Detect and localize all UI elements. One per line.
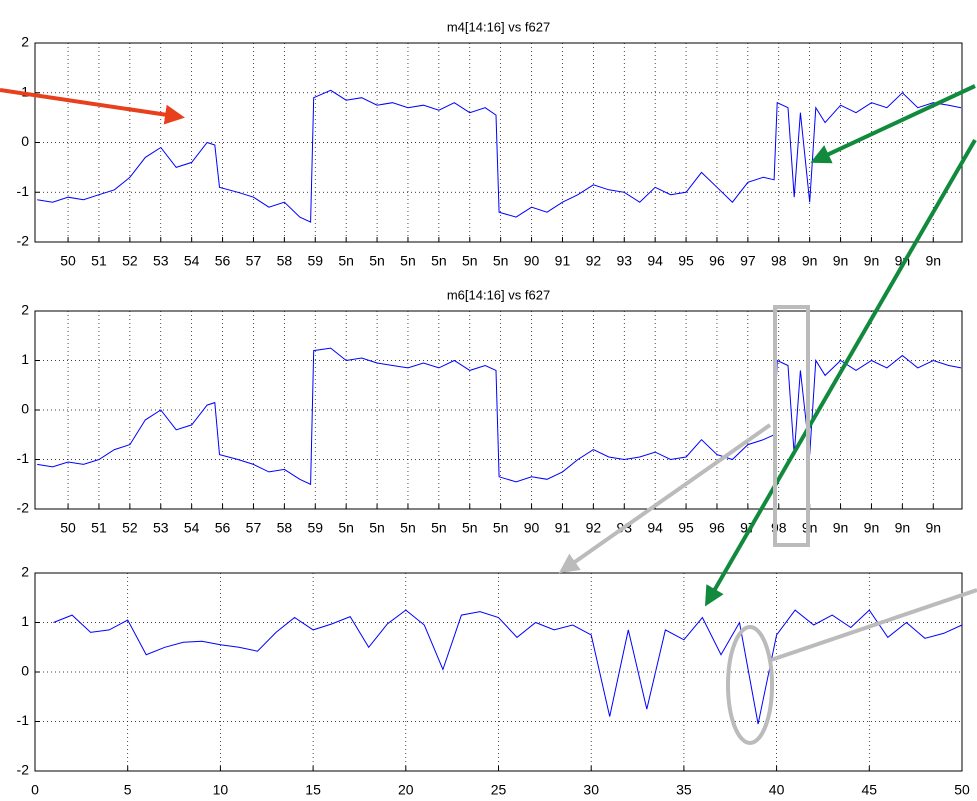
- x-tick-label: 25: [491, 782, 507, 798]
- y-tick-label: 0: [21, 401, 29, 417]
- x-tick-label: 9n: [925, 253, 941, 269]
- x-tick-label: 53: [153, 520, 169, 536]
- x-tick-label: 45: [862, 782, 878, 798]
- x-tick-label: 95: [678, 253, 694, 269]
- y-tick-label: -1: [17, 712, 30, 728]
- x-tick-label: 53: [153, 253, 169, 269]
- x-tick-label: 5n: [493, 520, 509, 536]
- x-tick-label: 96: [709, 253, 725, 269]
- x-tick-label: 35: [676, 782, 692, 798]
- x-tick-label: 5: [124, 782, 132, 798]
- x-tick-label: 58: [277, 253, 293, 269]
- x-tick-label: 5n: [431, 253, 447, 269]
- x-tick-label: 52: [122, 520, 138, 536]
- x-tick-label: 50: [60, 520, 76, 536]
- y-tick-label: 1: [21, 613, 29, 629]
- y-tick-label: 0: [21, 663, 29, 679]
- x-tick-label: 96: [709, 520, 725, 536]
- x-tick-label: 59: [307, 253, 323, 269]
- x-tick-label: 54: [184, 253, 200, 269]
- green-arrow: [704, 138, 977, 607]
- x-tick-label: 50: [954, 782, 970, 798]
- x-tick-label: 50: [60, 253, 76, 269]
- y-tick-label: -2: [17, 762, 30, 778]
- data-line: [37, 347, 962, 486]
- x-tick-label: 5n: [431, 520, 447, 536]
- x-tick-label: 5n: [369, 520, 385, 536]
- x-tick-label: 5n: [338, 253, 354, 269]
- data-line: [37, 89, 962, 223]
- x-tick-label: 20: [398, 782, 414, 798]
- y-tick-label: -1: [17, 183, 30, 199]
- y-tick-label: 2: [21, 564, 29, 580]
- x-tick-label: 10: [213, 782, 229, 798]
- x-tick-label: 92: [586, 253, 602, 269]
- x-tick-label: 57: [246, 253, 262, 269]
- x-tick-label: 52: [122, 253, 138, 269]
- x-tick-label: 57: [246, 520, 262, 536]
- x-tick-label: 5n: [462, 520, 478, 536]
- green-arrow: [810, 84, 976, 164]
- x-tick-label: 5n: [400, 520, 416, 536]
- x-tick-label: 94: [647, 253, 663, 269]
- chart-title: m6[14:16] vs f627: [447, 287, 550, 302]
- x-tick-label: 5n: [369, 253, 385, 269]
- x-tick-label: 97: [740, 253, 756, 269]
- gray-arrow: [558, 423, 772, 574]
- x-tick-label: 9n: [895, 520, 911, 536]
- red-arrow: [0, 88, 185, 125]
- gray-line: [770, 588, 977, 662]
- x-tick-label: 5n: [338, 520, 354, 536]
- x-tick-label: 59: [307, 520, 323, 536]
- x-tick-label: 30: [583, 782, 599, 798]
- highlight-ellipse: [726, 625, 774, 745]
- plot-frame: [34, 42, 963, 243]
- x-tick-label: 9n: [833, 520, 849, 536]
- x-tick-label: 9n: [864, 520, 880, 536]
- x-tick-label: 15: [305, 782, 321, 798]
- x-tick-label: 51: [91, 253, 107, 269]
- x-tick-label: 40: [769, 782, 785, 798]
- x-tick-label: 56: [215, 253, 231, 269]
- x-tick-label: 5n: [400, 253, 416, 269]
- x-tick-label: 5n: [493, 253, 509, 269]
- x-tick-label: 9n: [833, 253, 849, 269]
- data-line: [53, 609, 963, 725]
- y-tick-label: 2: [21, 302, 29, 318]
- annotations: [0, 84, 977, 745]
- y-tick-label: 1: [21, 351, 29, 367]
- x-tick-label: 58: [277, 520, 293, 536]
- x-tick-label: 9n: [802, 253, 818, 269]
- chart-title: m4[14:16] vs f627: [447, 19, 550, 34]
- y-tick-label: -2: [17, 500, 30, 516]
- x-tick-label: 51: [91, 520, 107, 536]
- x-tick-label: 54: [184, 520, 200, 536]
- x-tick-label: 93: [616, 253, 632, 269]
- x-tick-label: 90: [524, 253, 540, 269]
- x-tick-label: 90: [524, 520, 540, 536]
- y-tick-label: 2: [21, 34, 29, 50]
- x-tick-label: 91: [555, 253, 571, 269]
- y-tick-label: -2: [17, 233, 30, 249]
- y-tick-label: 1: [21, 83, 29, 99]
- x-tick-label: 5n: [462, 253, 478, 269]
- x-tick-label: 98: [771, 253, 787, 269]
- y-tick-label: 0: [21, 133, 29, 149]
- x-tick-label: 0: [31, 782, 39, 798]
- x-tick-label: 94: [647, 520, 663, 536]
- x-tick-label: 92: [586, 520, 602, 536]
- plot-frame: [34, 310, 963, 510]
- plot-frame: [34, 572, 963, 772]
- x-tick-label: 56: [215, 520, 231, 536]
- x-tick-label: 9n: [925, 520, 941, 536]
- x-tick-label: 91: [555, 520, 571, 536]
- y-tick-label: -1: [17, 450, 30, 466]
- highlight-box: [773, 305, 810, 547]
- x-tick-label: 9n: [864, 253, 880, 269]
- x-tick-label: 95: [678, 520, 694, 536]
